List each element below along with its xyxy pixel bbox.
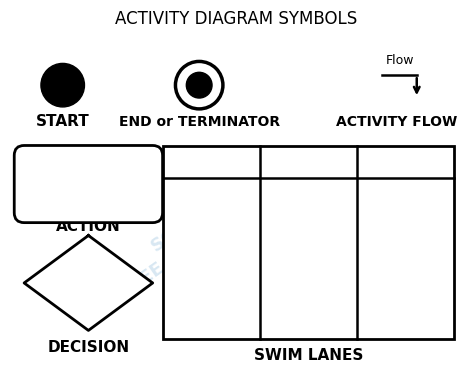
- FancyBboxPatch shape: [14, 146, 163, 222]
- Text: ACTIVITY FLOW: ACTIVITY FLOW: [337, 115, 457, 129]
- Circle shape: [186, 72, 212, 98]
- Text: Swim Lane: Swim Lane: [177, 156, 246, 169]
- Text: SWIM LANES: SWIM LANES: [254, 348, 363, 363]
- Text: Swim Lane: Swim Lane: [274, 156, 343, 169]
- Text: 1C3IT
SOURCECODE
FREE PROJECTS & MORE: 1C3IT SOURCECODE FREE PROJECTS & MORE: [92, 114, 326, 303]
- Text: Flow: Flow: [386, 54, 415, 67]
- Text: DECISION: DECISION: [47, 340, 129, 355]
- Text: Action: Action: [63, 175, 114, 193]
- Text: Decision: Decision: [56, 276, 121, 290]
- Text: START: START: [36, 114, 90, 129]
- Text: ACTION: ACTION: [56, 219, 121, 234]
- Text: ACTIVITY DIAGRAM SYMBOLS: ACTIVITY DIAGRAM SYMBOLS: [115, 10, 357, 28]
- Text: END or TERMINATOR: END or TERMINATOR: [118, 115, 280, 129]
- Text: Swim Lane: Swim Lane: [372, 156, 440, 169]
- Polygon shape: [24, 235, 153, 330]
- Circle shape: [41, 63, 84, 107]
- Bar: [163, 146, 454, 339]
